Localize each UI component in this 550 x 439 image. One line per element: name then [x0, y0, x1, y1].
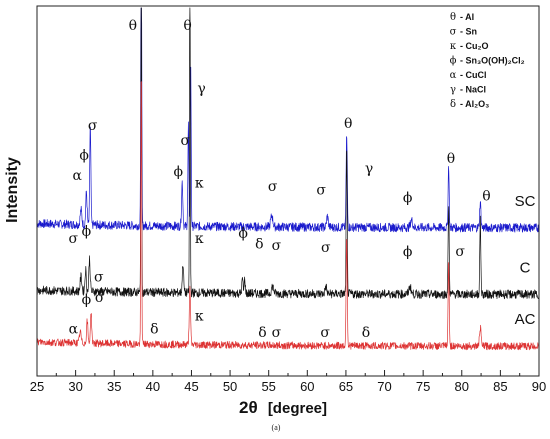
legend-symbol: δ	[450, 99, 456, 110]
x-axis-title-symbol: 2θ	[239, 398, 258, 417]
peak-annotation: σ	[94, 270, 104, 286]
x-tick-label: 90	[532, 379, 546, 394]
x-tick-label: 85	[493, 379, 507, 394]
peak-annotation: γ	[197, 81, 205, 97]
figure-caption: (a)	[272, 423, 281, 432]
x-tick-label: 65	[339, 379, 353, 394]
x-axis-title: 2θ [degree]	[239, 398, 327, 417]
legend-entry-label: - NaCl	[460, 85, 486, 95]
series-line-ac	[36, 81, 540, 351]
peak-annotation: σ	[316, 183, 326, 199]
series-line-sc	[36, 7, 540, 233]
x-tick-label: 60	[300, 379, 314, 394]
x-tick-label: 75	[416, 379, 430, 394]
series-label-ac: AC	[515, 311, 536, 328]
x-tick-label: 30	[68, 379, 82, 394]
peak-annotation: σ	[320, 325, 330, 341]
peak-annotation: σ	[455, 244, 465, 260]
series-label-c: C	[520, 259, 531, 276]
peak-annotation: ϕ	[174, 164, 184, 180]
peak-annotation: ϕ	[403, 190, 413, 206]
legend-symbol: θ	[450, 12, 456, 23]
series-label-sc: SC	[515, 193, 536, 210]
peak-annotation: α	[72, 168, 82, 184]
x-tick-label: 25	[30, 379, 44, 394]
peak-annotation: σ	[321, 240, 331, 256]
peak-annotation: θ	[183, 18, 191, 34]
peak-annotation: κ	[195, 309, 204, 325]
x-tick-label: 50	[223, 379, 237, 394]
y-axis-title: Intensity	[4, 157, 21, 223]
peak-annotation: ϕ	[403, 244, 413, 260]
x-tick-label: 45	[184, 379, 198, 394]
x-tick-label: 35	[107, 379, 121, 394]
peak-annotation: σ	[272, 238, 282, 254]
x-axis-title-unit: [degree]	[268, 400, 327, 417]
legend-symbol: σ	[450, 27, 457, 38]
peak-annotation: σ	[88, 118, 98, 134]
legend-symbol: ϕ	[450, 56, 457, 67]
x-tick-label: 55	[261, 379, 275, 394]
peak-annotation: ϕ	[82, 292, 92, 308]
peak-annotation: α	[69, 321, 79, 337]
peak-annotation: σ	[272, 325, 282, 341]
peak-annotation: σ	[69, 231, 79, 247]
peak-annotation: δ	[258, 325, 266, 341]
legend-entry-label: - Al₂O₃	[460, 99, 489, 109]
peak-annotation: σ	[181, 133, 191, 149]
x-tick-label: 80	[455, 379, 469, 394]
x-tick-label: 40	[146, 379, 160, 394]
legend-symbol: α	[450, 70, 457, 81]
legend-symbol: γ	[450, 85, 456, 96]
peak-annotation: γ	[365, 161, 373, 177]
legend-entry-label: - CuCl	[460, 70, 487, 80]
peak-annotation: δ	[150, 321, 158, 337]
legend-entry-label: - Cu₂O	[460, 41, 489, 51]
series-line-c	[36, 7, 540, 300]
peak-annotation: θ	[482, 188, 490, 204]
peak-annotation: θ	[129, 18, 137, 34]
legend-entry-label: - Al	[460, 12, 474, 22]
peak-annotation: δ	[255, 236, 263, 252]
peak-annotation: θ	[447, 151, 455, 167]
peak-annotation: ϕ	[82, 223, 92, 239]
peak-annotation: κ	[195, 231, 204, 247]
peak-annotation: ϕ	[79, 148, 89, 164]
peak-annotation: σ	[268, 179, 278, 195]
legend-entry-label: - Sn₃O(OH)₂Cl₂	[460, 56, 525, 66]
peak-annotation: σ	[95, 290, 105, 306]
legend-symbol: κ	[450, 41, 457, 52]
peak-annotation: ϕ	[238, 225, 248, 241]
legend-entry-label: - Sn	[460, 27, 477, 37]
x-tick-label: 70	[377, 379, 391, 394]
peak-annotation: δ	[362, 325, 370, 341]
x-axis: 25 30 35 40 45 50 55 60 65 70 75 80 85 90	[30, 370, 546, 394]
peak-annotation: θ	[344, 116, 352, 132]
peak-annotation: κ	[195, 175, 204, 191]
